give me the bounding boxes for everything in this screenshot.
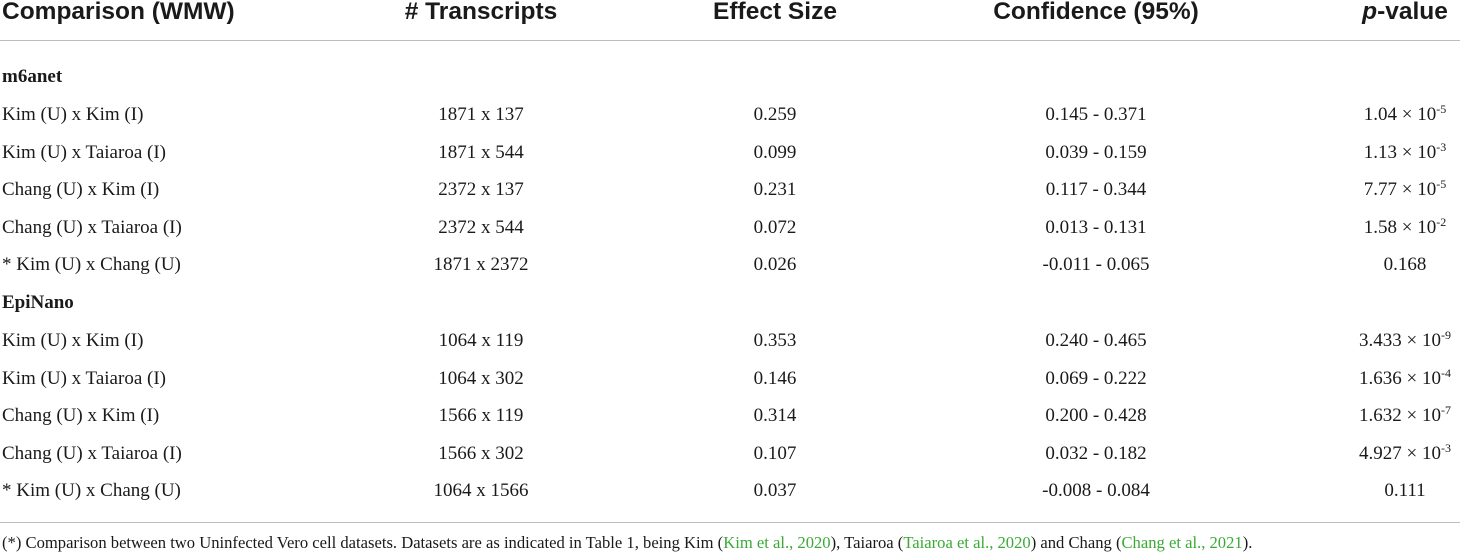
cell-pvalue: 1.13 × 10-3 — [1363, 139, 1447, 164]
cell-effect-size: 0.353 — [753, 330, 797, 351]
header-comparison: Comparison (WMW) — [2, 0, 235, 25]
table-row: Kim (U) x Kim (I) 1871 x 137 0.259 0.145 - … — [0, 102, 1460, 126]
cell-confidence: -0.008 - 0.084 — [1042, 480, 1150, 501]
table-footnote: (*) Comparison between two Uninfected Ve… — [2, 533, 1252, 553]
cell-confidence: 0.013 - 0.131 — [1045, 216, 1147, 238]
pvalue-exponent: -5 — [1436, 102, 1447, 116]
table-row: Chang (U) x Kim (I) 1566 x 119 0.314 0.200 … — [0, 403, 1460, 427]
table-row: * Kim (U) x Chang (U) 1871 x 2372 0.026 -0.… — [0, 254, 1460, 276]
cell-pvalue: 1.04 × 10-5 — [1363, 102, 1447, 126]
cell-confidence: 0.145 - 0.371 — [1045, 104, 1147, 125]
footnote-text-4: ). — [1242, 533, 1253, 552]
footnote-text-2: ), Taiaroa ( — [830, 533, 904, 552]
pvalue-exponent: -4 — [1440, 365, 1451, 380]
cell-pvalue: 7.77 × 10-5 — [1363, 177, 1447, 201]
cell-comparison: Kim (U) x Kim (I) — [2, 330, 144, 351]
header-pvalue-p: p — [1362, 0, 1378, 25]
cell-pvalue: 1.636 × 10-4 — [1359, 365, 1451, 390]
pvalue-exponent: -3 — [1436, 139, 1447, 154]
footnote-text-1: (*) Comparison between two Uninfected Ve… — [2, 533, 724, 552]
header-pvalue: p-value — [1362, 0, 1448, 26]
pvalue-base: 7.77 × 10 — [1363, 179, 1437, 200]
pvalue-exponent: -5 — [1436, 177, 1447, 191]
table-row: Kim (U) x Kim (I) 1064 x 119 0.353 0.240 - … — [0, 328, 1460, 352]
cell-comparison: * Kim (U) x Chang (U) — [2, 254, 181, 275]
cell-confidence: 0.240 - 0.465 — [1045, 330, 1147, 351]
header-transcripts: # Transcripts — [404, 0, 558, 25]
header-pvalue-rest: -value — [1377, 0, 1448, 25]
cell-transcripts: 1064 x 302 — [438, 367, 524, 389]
cell-comparison: * Kim (U) x Chang (U) — [2, 480, 181, 501]
pvalue-exponent: -7 — [1440, 403, 1451, 417]
cell-pvalue: 0.168 — [1384, 254, 1427, 276]
section-title: EpiNano — [2, 292, 74, 313]
cell-effect-size: 0.146 — [753, 367, 797, 389]
cell-pvalue: 3.433 × 10-9 — [1359, 328, 1451, 352]
cell-effect-size: 0.037 — [753, 480, 797, 501]
pvalue-exponent: -2 — [1436, 214, 1447, 229]
cell-transcripts: 1871 x 2372 — [433, 254, 529, 275]
cell-effect-size: 0.099 — [753, 141, 797, 163]
cell-pvalue: 1.58 × 10-2 — [1363, 214, 1447, 239]
cell-effect-size: 0.026 — [753, 254, 797, 275]
table-row: Chang (U) x Taiaroa (I) 1566 x 302 0.107 0.… — [0, 440, 1460, 465]
pvalue-base: 4.927 × 10 — [1359, 442, 1441, 464]
cell-confidence: -0.011 - 0.065 — [1042, 254, 1150, 275]
pvalue-base: 0.168 — [1383, 254, 1427, 275]
table-row: Chang (U) x Kim (I) 2372 x 137 0.231 0.117 … — [0, 177, 1460, 201]
cell-transcripts: 1566 x 119 — [438, 405, 524, 426]
cell-transcripts: 2372 x 544 — [438, 216, 524, 238]
cell-transcripts: 1871 x 544 — [438, 141, 524, 163]
pvalue-base: 1.58 × 10 — [1363, 216, 1437, 238]
pvalue-base: 0.111 — [1384, 480, 1426, 501]
table-row: Kim (U) x Taiaroa (I) 1871 x 544 0.099 0.03… — [0, 139, 1460, 164]
cell-effect-size: 0.259 — [753, 104, 797, 125]
pvalue-exponent: -3 — [1440, 440, 1451, 455]
cell-comparison: Chang (U) x Kim (I) — [2, 179, 160, 200]
footnote-ref-taiaroa[interactable]: Taiaroa et al., 2020 — [903, 533, 1031, 552]
cell-comparison: Kim (U) x Kim (I) — [2, 104, 144, 125]
cell-effect-size: 0.072 — [753, 216, 797, 238]
cell-effect-size: 0.107 — [753, 442, 797, 464]
cell-confidence: 0.039 - 0.159 — [1045, 141, 1147, 163]
cell-confidence: 0.117 - 0.344 — [1045, 179, 1147, 200]
cell-comparison: Chang (U) x Kim (I) — [2, 405, 160, 426]
table-row: * Kim (U) x Chang (U) 1064 x 1566 0.037 -0.… — [0, 480, 1460, 502]
cell-comparison: Chang (U) x Taiaroa (I) — [2, 216, 182, 238]
cell-effect-size: 0.314 — [753, 405, 797, 426]
cell-effect-size: 0.231 — [753, 179, 797, 200]
cell-comparison: Kim (U) x Taiaroa (I) — [2, 141, 166, 163]
pvalue-base: 1.13 × 10 — [1363, 141, 1437, 163]
cell-pvalue: 1.632 × 10-7 — [1359, 403, 1451, 427]
header-confidence: Confidence (95%) — [993, 0, 1199, 25]
cell-pvalue: 4.927 × 10-3 — [1359, 440, 1451, 465]
cell-transcripts: 1064 x 1566 — [433, 480, 529, 501]
cell-transcripts: 2372 x 137 — [438, 179, 524, 200]
section-title: m6anet — [2, 66, 63, 87]
cell-confidence: 0.069 - 0.222 — [1045, 367, 1147, 389]
header-divider — [0, 40, 1460, 41]
header-effect-size: Effect Size — [713, 0, 837, 25]
pvalue-base: 1.632 × 10 — [1359, 405, 1441, 426]
footnote-ref-chang[interactable]: Chang et al., 2021 — [1121, 533, 1243, 552]
cell-confidence: 0.200 - 0.428 — [1045, 405, 1147, 426]
cell-confidence: 0.032 - 0.182 — [1045, 442, 1147, 464]
cell-pvalue: 0.111 — [1384, 480, 1425, 502]
pvalue-base: 1.04 × 10 — [1363, 104, 1437, 125]
table-header: Comparison (WMW) # Transcripts Effect Si… — [0, 0, 1460, 38]
cell-transcripts: 1871 x 137 — [438, 104, 524, 125]
footnote-text-3: ) and Chang ( — [1030, 533, 1122, 552]
cell-comparison: Kim (U) x Taiaroa (I) — [2, 367, 166, 389]
table-row: Kim (U) x Taiaroa (I) 1064 x 302 0.146 0.06… — [0, 365, 1460, 390]
footnote-ref-kim[interactable]: Kim et al., 2020 — [723, 533, 831, 552]
pvalue-base: 3.433 × 10 — [1359, 330, 1441, 351]
table-row: Chang (U) x Taiaroa (I) 2372 x 544 0.072 0.… — [0, 214, 1460, 239]
footer-divider — [0, 522, 1460, 523]
pvalue-base: 1.636 × 10 — [1359, 367, 1441, 389]
cell-transcripts: 1566 x 302 — [438, 442, 524, 464]
pvalue-exponent: -9 — [1440, 328, 1451, 342]
cell-transcripts: 1064 x 119 — [438, 330, 524, 351]
cell-comparison: Chang (U) x Taiaroa (I) — [2, 442, 182, 464]
